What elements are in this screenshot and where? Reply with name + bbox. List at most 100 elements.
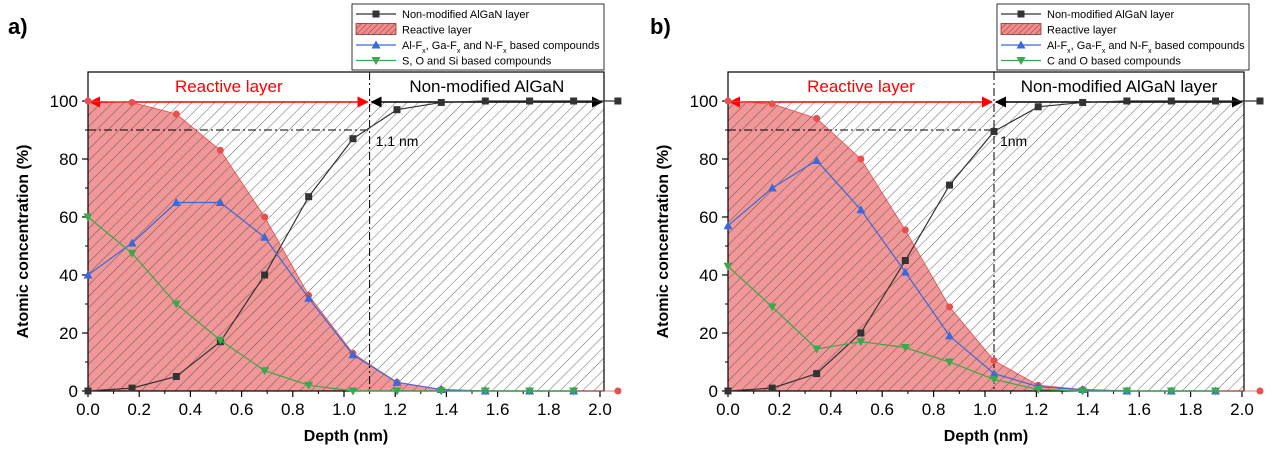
triangle-down-marker	[304, 381, 314, 390]
triangle-down-marker	[723, 262, 733, 271]
series-line	[87, 216, 574, 392]
legend-label: Al-Fx, Ga-Fx and N-Fx based compounds	[402, 40, 600, 55]
y-tick-label: 0	[69, 382, 78, 401]
x-tick-label: 0.4	[819, 400, 843, 419]
y-axis-label: Atomic concentration (%)	[15, 145, 32, 339]
triangle-down-marker	[900, 344, 910, 352]
x-tick-label: 1.4	[435, 400, 459, 419]
x-tick-label: 2.0	[588, 400, 612, 419]
square-marker	[1212, 97, 1220, 105]
legend-label: Reactive layer	[402, 25, 472, 37]
triangle-up-marker	[723, 221, 733, 230]
square-marker	[305, 193, 313, 201]
nonmod-label: Non-modified AlGaN layer	[1021, 77, 1218, 96]
reactive-layer-hatch	[728, 101, 1260, 391]
triangle-down-marker	[83, 213, 93, 222]
circle-marker	[768, 100, 776, 108]
nonmod-label: Non-modified AlGaN	[409, 77, 564, 96]
triangle-down-marker	[1033, 386, 1043, 395]
y-tick-label: 40	[59, 266, 78, 285]
square-marker	[614, 97, 622, 105]
triangle-up-marker	[945, 331, 955, 340]
x-tick-label: 0.0	[76, 400, 100, 419]
triangle-up-marker	[900, 267, 910, 276]
legend-triangle-up-marker	[1016, 40, 1026, 49]
square-marker	[393, 106, 401, 114]
plot-frame	[87, 71, 605, 392]
triangle-down-marker	[480, 387, 490, 396]
x-tick-label: 1.2	[383, 400, 407, 419]
y-tick-label: 60	[59, 208, 78, 227]
square-marker	[481, 97, 489, 105]
y-tick-label: 20	[699, 324, 718, 343]
reactive-layer-label: Reactive layer	[807, 77, 915, 96]
circle-marker	[1256, 387, 1264, 395]
triangle-up-marker	[392, 377, 402, 386]
legend: Non-modified AlGaN layer Reactive layer Al…	[996, 3, 1250, 71]
triangle-up-marker	[215, 198, 225, 206]
square-marker	[990, 127, 998, 135]
legend-label: S, O and Si based compounds	[402, 56, 552, 68]
x-tick-label: 2.0	[1230, 400, 1254, 419]
square-marker	[901, 257, 909, 264]
triangle-down-marker	[436, 387, 446, 396]
x-tick-label: 1.0	[332, 400, 356, 419]
x-tick-label: 1.4	[1076, 400, 1100, 419]
triangle-down-marker	[260, 367, 270, 376]
square-marker	[570, 97, 578, 105]
triangle-down-marker	[127, 249, 137, 258]
triangle-down-marker	[1166, 387, 1176, 396]
triangle-up-marker	[856, 205, 866, 214]
square-marker	[1034, 103, 1042, 111]
legend-triangle-down-marker	[371, 57, 381, 65]
x-tick-label: 1.8	[1179, 400, 1203, 419]
y-tick-label: 60	[699, 208, 718, 227]
panel-b: 0 20 40 60 80 100 0.0 0.2 0.4 0.6 0.8 1.0 1.2 1.4 1.6 1…	[650, 3, 1264, 445]
square-marker	[1167, 97, 1175, 105]
x-tick-label: 1.8	[537, 400, 561, 419]
triangle-down-marker	[1078, 387, 1088, 396]
circle-marker	[614, 387, 622, 395]
x-tick-label: 0.0	[716, 400, 740, 419]
series-line	[727, 265, 1216, 392]
circle-marker	[261, 213, 269, 221]
circle-marker	[172, 110, 180, 118]
triangle-down-marker	[215, 336, 225, 345]
square-marker	[768, 384, 776, 392]
square-marker	[261, 271, 269, 279]
y-tick-label: 0	[709, 382, 718, 401]
square-marker	[128, 384, 136, 392]
x-tick-label: 0.8	[922, 400, 946, 419]
y-tick-label: 100	[50, 92, 78, 111]
legend-box	[351, 3, 605, 71]
triangle-down-marker	[812, 345, 822, 354]
square-marker	[526, 97, 534, 105]
triangle-down-marker	[1122, 387, 1132, 396]
y-tick-label: 40	[699, 266, 718, 285]
circle-marker	[724, 97, 732, 105]
circle-marker	[857, 155, 865, 163]
square-marker	[349, 135, 357, 143]
triangle-down-marker	[392, 387, 402, 396]
triangle-up-marker	[260, 232, 270, 241]
triangle-down-marker	[945, 358, 955, 367]
triangle-up-marker	[812, 155, 822, 164]
triangle-up-marker	[989, 369, 999, 378]
panel-label: b)	[650, 14, 671, 39]
triangle-down-marker	[989, 375, 999, 384]
triangle-up-marker	[767, 183, 777, 192]
circle-marker	[990, 357, 998, 365]
x-tick-label: 0.8	[281, 400, 305, 419]
legend-swatch-hatch	[356, 23, 396, 35]
x-tick-label: 0.6	[230, 400, 254, 419]
x-tick-label: 1.6	[1127, 400, 1151, 419]
square-marker	[1123, 97, 1131, 105]
square-marker	[946, 181, 954, 189]
x-tick-label: 1.2	[1025, 400, 1049, 419]
x-tick-label: 0.6	[870, 400, 894, 419]
square-marker	[437, 98, 445, 106]
y-tick-label: 100	[690, 92, 718, 111]
reactive-layer-label: Reactive layer	[175, 77, 283, 96]
y-tick-label: 80	[699, 150, 718, 169]
